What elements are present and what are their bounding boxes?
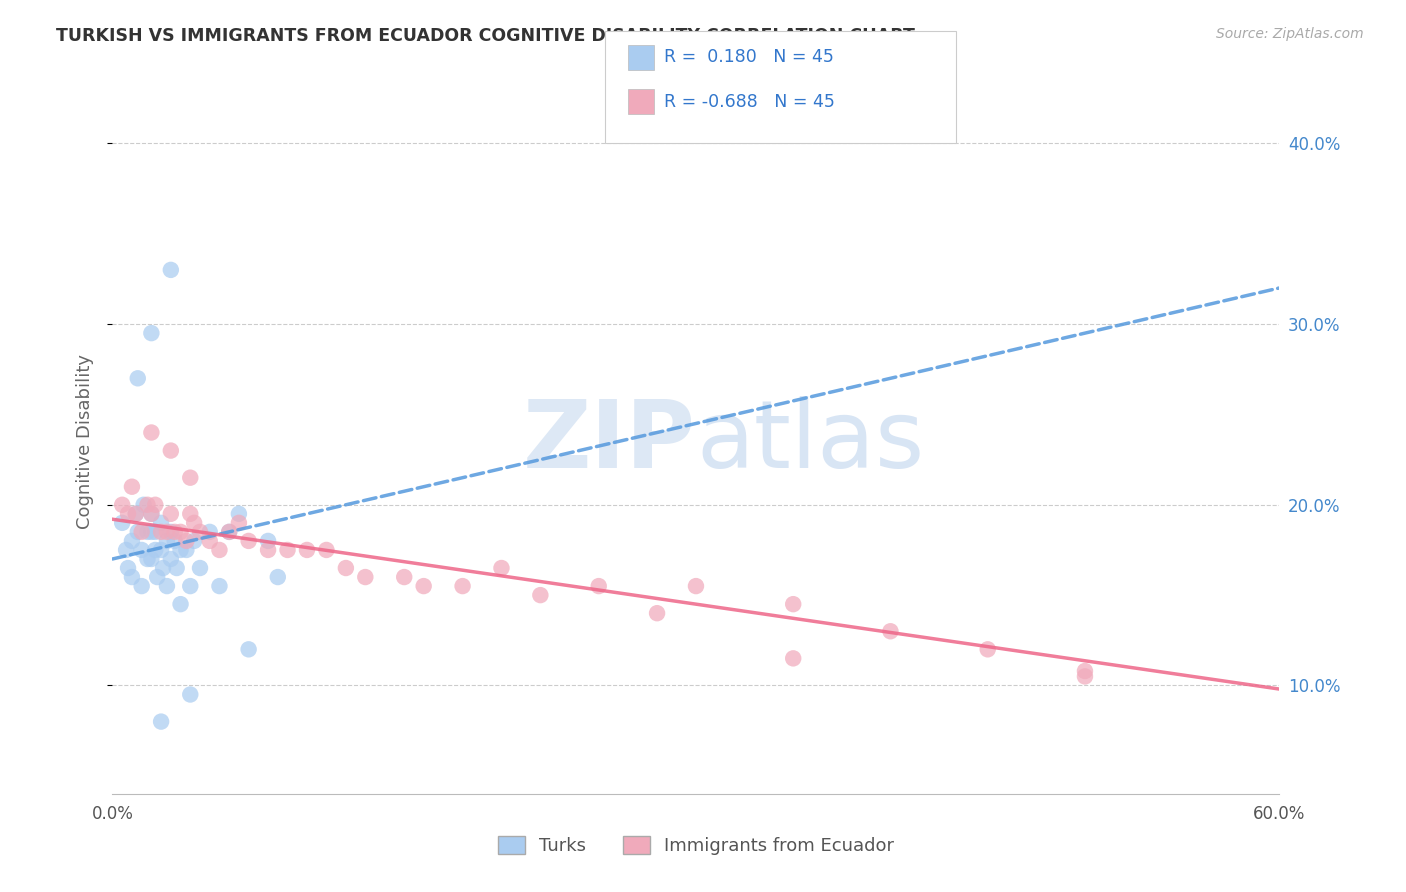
Point bbox=[354, 570, 377, 584]
Legend: Turks, Immigrants from Ecuador: Turks, Immigrants from Ecuador bbox=[491, 829, 901, 863]
Point bbox=[131, 524, 153, 539]
Point bbox=[267, 570, 290, 584]
Point bbox=[782, 597, 804, 611]
Point bbox=[127, 524, 149, 539]
Point bbox=[176, 543, 198, 558]
Point bbox=[125, 507, 148, 521]
Point bbox=[179, 579, 201, 593]
Point bbox=[879, 624, 901, 639]
Point bbox=[156, 533, 179, 548]
Text: R =  0.180   N = 45: R = 0.180 N = 45 bbox=[664, 48, 834, 66]
Point bbox=[121, 570, 143, 584]
Point bbox=[125, 507, 148, 521]
Point bbox=[117, 507, 139, 521]
Point bbox=[588, 579, 610, 593]
Point bbox=[141, 326, 163, 340]
Point bbox=[152, 561, 174, 575]
Point bbox=[131, 579, 153, 593]
Point bbox=[150, 516, 173, 530]
Point bbox=[121, 480, 143, 494]
Point bbox=[143, 498, 166, 512]
Point bbox=[163, 524, 186, 539]
Point bbox=[111, 498, 134, 512]
Point bbox=[127, 371, 149, 385]
Point bbox=[529, 588, 551, 602]
Point bbox=[143, 543, 166, 558]
Point bbox=[228, 516, 250, 530]
Point bbox=[136, 552, 159, 566]
Point bbox=[136, 524, 159, 539]
Point bbox=[131, 543, 153, 558]
Point bbox=[136, 498, 159, 512]
Text: TURKISH VS IMMIGRANTS FROM ECUADOR COGNITIVE DISABILITY CORRELATION CHART: TURKISH VS IMMIGRANTS FROM ECUADOR COGNI… bbox=[56, 27, 915, 45]
Point bbox=[179, 507, 201, 521]
Point bbox=[228, 507, 250, 521]
Point bbox=[156, 579, 179, 593]
Point bbox=[276, 543, 298, 558]
Point bbox=[146, 570, 169, 584]
Point bbox=[295, 543, 318, 558]
Point bbox=[132, 498, 155, 512]
Point bbox=[169, 597, 191, 611]
Point bbox=[491, 561, 513, 575]
Point bbox=[412, 579, 434, 593]
Point bbox=[685, 579, 707, 593]
Point bbox=[218, 524, 240, 539]
Point bbox=[976, 642, 998, 657]
Point bbox=[188, 524, 211, 539]
Point bbox=[179, 471, 201, 485]
Point bbox=[117, 561, 139, 575]
Point bbox=[150, 524, 173, 539]
Point bbox=[1074, 669, 1097, 683]
Text: R = -0.688   N = 45: R = -0.688 N = 45 bbox=[664, 93, 835, 111]
Point bbox=[238, 533, 260, 548]
Point bbox=[198, 533, 221, 548]
Point bbox=[163, 533, 186, 548]
Point bbox=[169, 543, 191, 558]
Point bbox=[166, 561, 188, 575]
Point bbox=[160, 524, 183, 539]
Point bbox=[315, 543, 337, 558]
Point bbox=[782, 651, 804, 665]
Point bbox=[156, 524, 179, 539]
Point bbox=[141, 524, 163, 539]
Point bbox=[160, 552, 183, 566]
Point bbox=[218, 524, 240, 539]
Point bbox=[188, 561, 211, 575]
Point bbox=[141, 425, 163, 440]
Point bbox=[179, 688, 201, 702]
Point bbox=[645, 606, 668, 620]
Point bbox=[257, 543, 280, 558]
Point bbox=[176, 533, 198, 548]
Point bbox=[238, 642, 260, 657]
Point bbox=[150, 714, 173, 729]
Point bbox=[257, 533, 280, 548]
Point bbox=[1074, 664, 1097, 678]
Y-axis label: Cognitive Disability: Cognitive Disability bbox=[76, 354, 94, 529]
Point bbox=[394, 570, 416, 584]
Text: Source: ZipAtlas.com: Source: ZipAtlas.com bbox=[1216, 27, 1364, 41]
Point bbox=[141, 552, 163, 566]
Point bbox=[183, 516, 205, 530]
Point bbox=[208, 543, 231, 558]
Point bbox=[111, 516, 134, 530]
Point bbox=[451, 579, 474, 593]
Point bbox=[169, 524, 191, 539]
Point bbox=[141, 507, 163, 521]
Text: ZIP: ZIP bbox=[523, 395, 696, 488]
Point bbox=[121, 533, 143, 548]
Point bbox=[208, 579, 231, 593]
Point bbox=[160, 263, 183, 277]
Point bbox=[150, 543, 173, 558]
Point bbox=[183, 533, 205, 548]
Point bbox=[115, 543, 138, 558]
Point bbox=[335, 561, 357, 575]
Text: atlas: atlas bbox=[696, 395, 924, 488]
Point bbox=[198, 524, 221, 539]
Point bbox=[160, 443, 183, 458]
Point bbox=[141, 507, 163, 521]
Point bbox=[143, 524, 166, 539]
Point bbox=[160, 507, 183, 521]
